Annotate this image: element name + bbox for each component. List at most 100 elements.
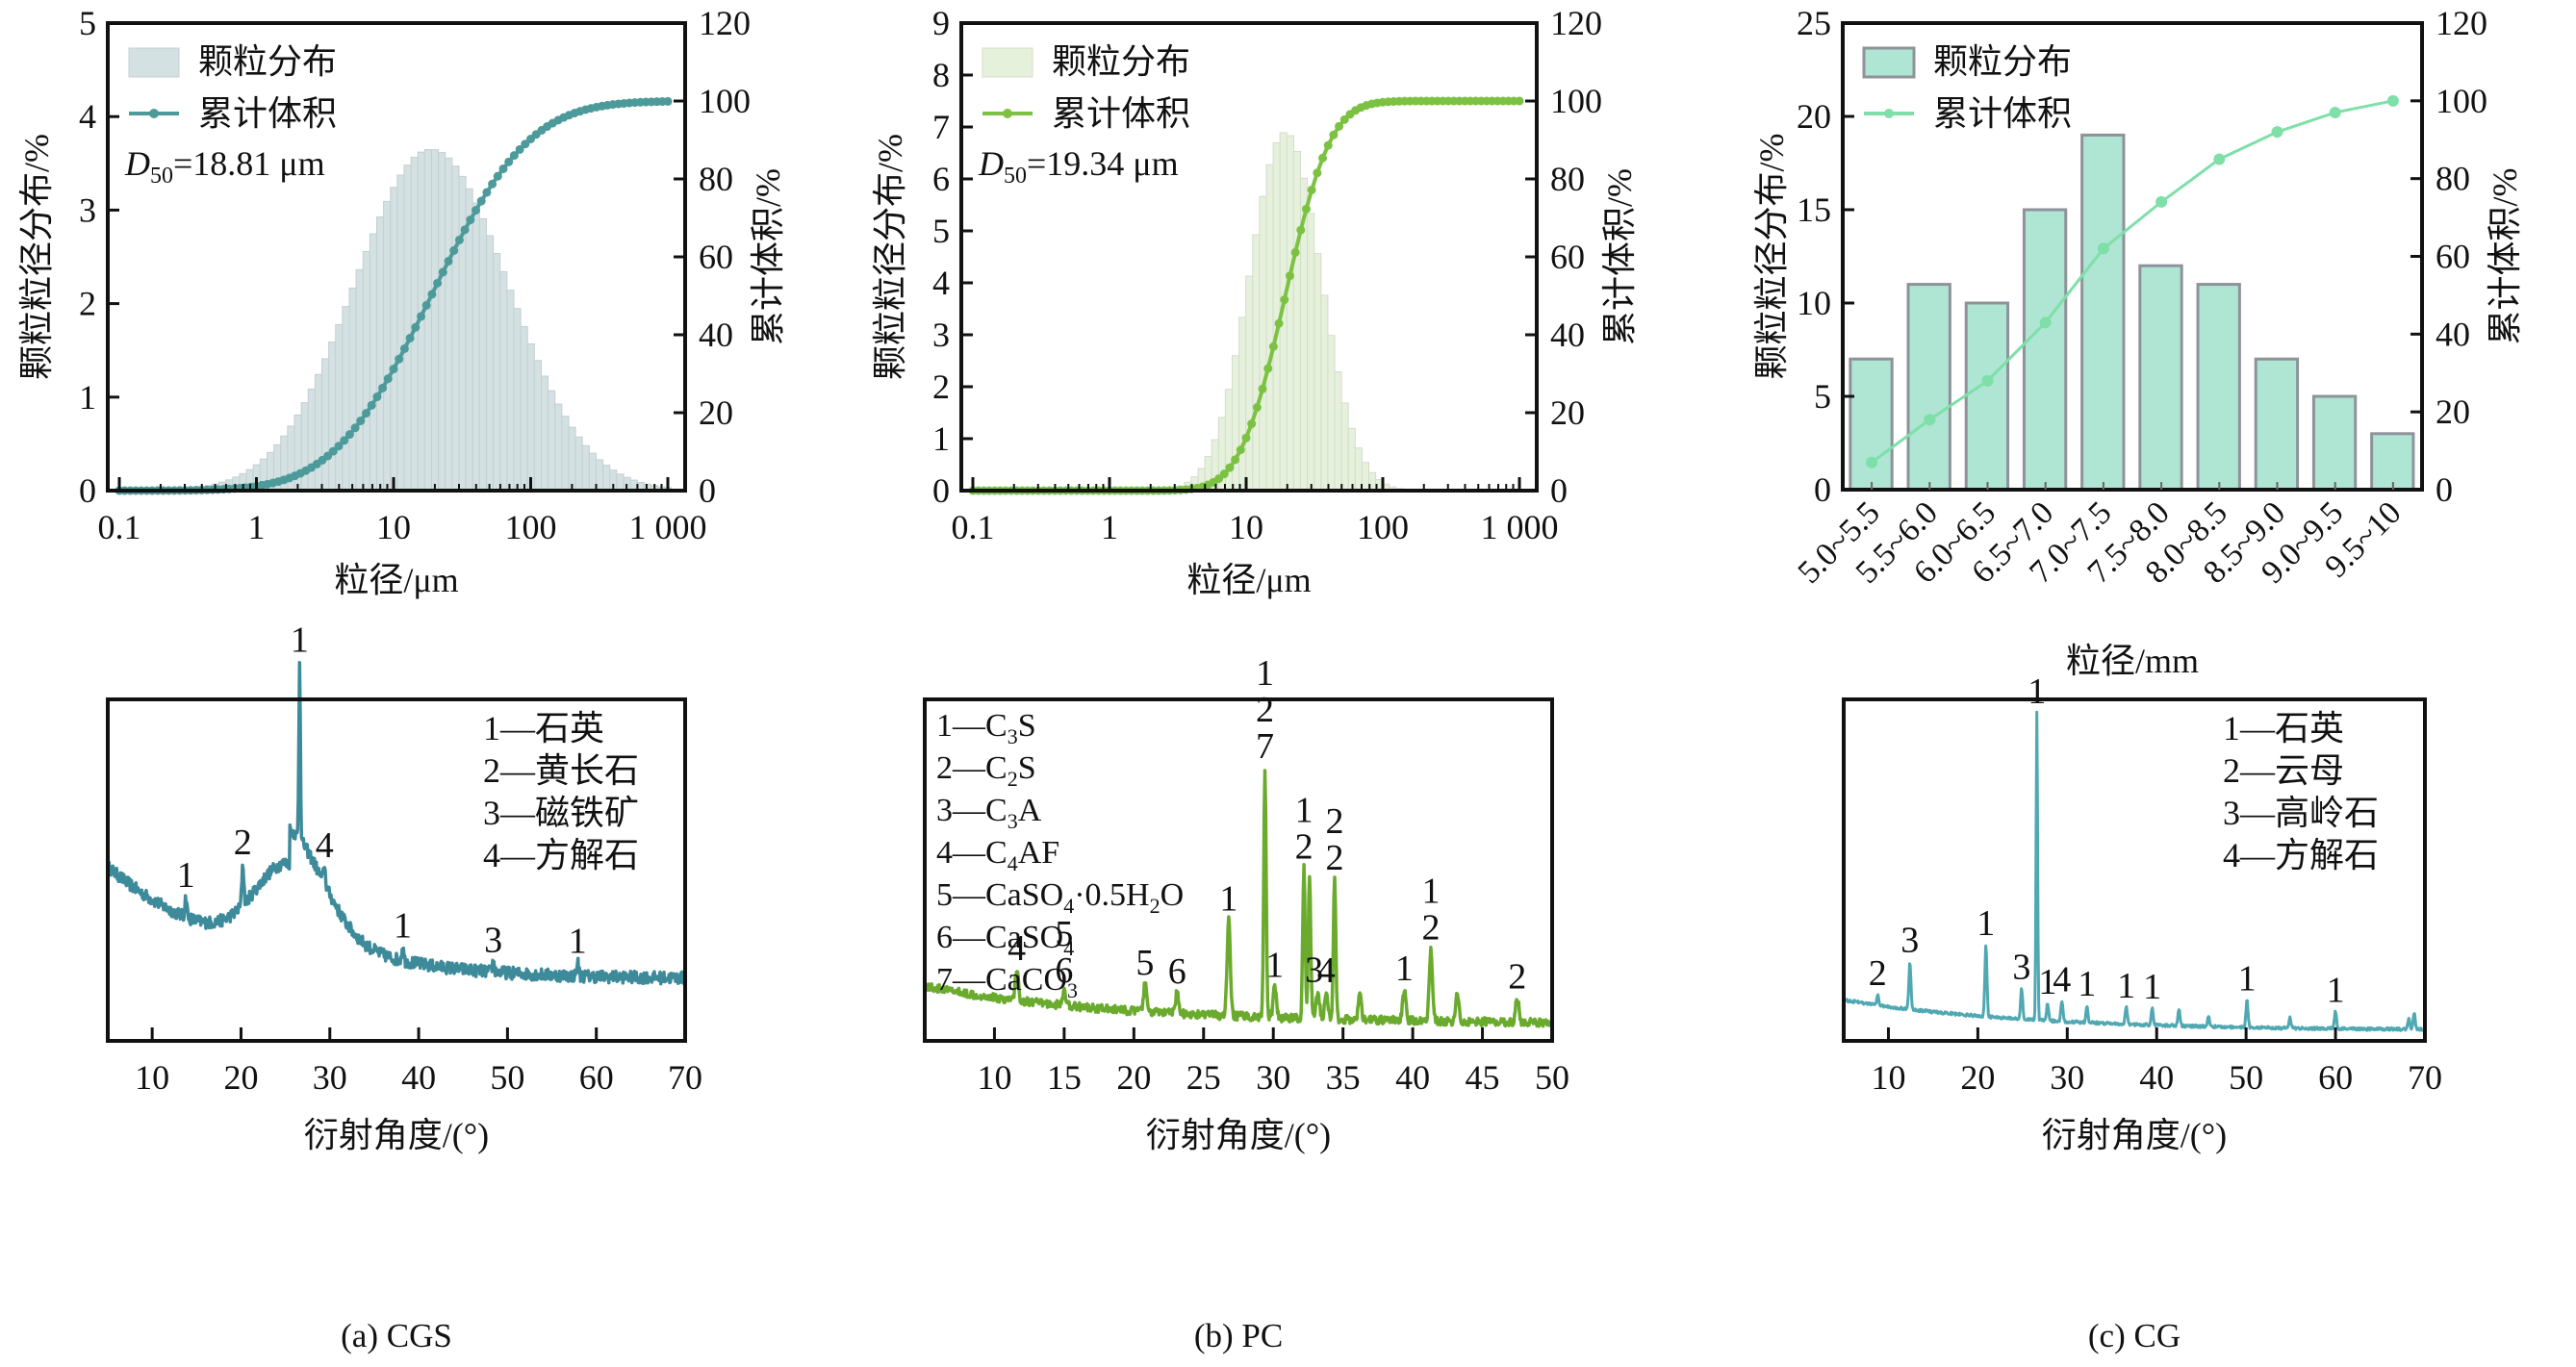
x-tick-label: 50 [2229, 1058, 2263, 1097]
distribution-bar [548, 390, 556, 492]
cumulative-point [395, 354, 404, 364]
x-tick-label: 70 [2408, 1058, 2442, 1097]
cumulative-point [389, 365, 398, 374]
cumulative-point [1285, 271, 1294, 281]
distribution-bar [1906, 283, 1951, 492]
distribution-bar [2196, 283, 2241, 492]
distribution-bar [307, 389, 316, 492]
y2-tick-label: 20 [1550, 393, 1585, 432]
y-tick-label: 15 [1797, 190, 1831, 229]
distribution-bar [568, 426, 576, 492]
cumulative-point [1225, 463, 1235, 472]
distribution-bar [2138, 264, 2183, 492]
y2-axis-title: 累计体积/% [749, 168, 787, 345]
distribution-bar [430, 149, 440, 492]
distribution-bar [1259, 195, 1267, 492]
cumulative-point [1307, 185, 1316, 194]
legend-label-cumulative: 累计体积 [1933, 94, 2072, 133]
peak-label: 2 [1256, 690, 1274, 730]
cumulative-point [454, 235, 464, 244]
y-tick-label: 10 [1797, 284, 1831, 322]
legend-entry: 7—CaCO3 [936, 962, 1078, 1002]
x-axis-title: 粒径/μm [334, 561, 458, 599]
y2-tick-label: 20 [2436, 392, 2470, 431]
distribution-bar [320, 358, 330, 492]
y-tick-label: 3 [79, 190, 96, 229]
x-tick-label: 40 [2139, 1058, 2174, 1097]
distribution-bar [1334, 371, 1342, 492]
x-axis-title: 粒径/μm [1186, 561, 1311, 599]
x-tick-label: 10 [977, 1058, 1011, 1097]
peak-label: 5 [1055, 914, 1073, 954]
distribution-bar [438, 152, 446, 492]
y-tick-label: 5 [932, 212, 950, 250]
cumulative-point [1236, 445, 1245, 455]
cumulative-point [1335, 121, 1344, 131]
x-tick-label: 10 [135, 1058, 169, 1097]
peak-label: 1 [1256, 653, 1274, 694]
cumulative-point [399, 343, 409, 353]
distribution-bar [1361, 462, 1370, 492]
legend-entry: 5—CaSO4·0.5H2O [936, 877, 1184, 918]
distribution-bar [2311, 394, 2358, 492]
x-axis-title: 衍射角度/(°) [1146, 1116, 1331, 1154]
x-tick-label: 40 [401, 1058, 436, 1097]
distribution-bar [506, 290, 515, 492]
cumulative-point [2271, 126, 2283, 139]
cumulative-point [2155, 195, 2168, 208]
cumulative-point [383, 374, 393, 384]
peak-label: 1 [2028, 671, 2046, 712]
cumulative-point [460, 225, 470, 235]
y2-tick-label: 60 [699, 238, 733, 276]
d50-annotation: D50=18.81 μm [124, 144, 325, 189]
y2-tick-label: 40 [2436, 315, 2470, 353]
y2-tick-label: 100 [699, 82, 751, 120]
x-tick-label: 1 [1101, 508, 1118, 546]
xrd-pattern-line [1843, 710, 2427, 1032]
y-tick-label: 9 [932, 4, 950, 42]
distribution-bar [1252, 234, 1261, 492]
distribution-bar [478, 217, 487, 492]
y-tick-label: 5 [79, 4, 96, 42]
cumulative-point [405, 333, 415, 342]
cumulative-point [427, 290, 437, 299]
peak-label: 6 [1168, 951, 1186, 992]
peak-label: 3 [484, 921, 502, 961]
x-tick-label: 35 [1326, 1058, 1361, 1097]
distribution-bar [396, 174, 405, 492]
peak-label: 1 [2038, 962, 2056, 1002]
x-tick-label: 30 [1256, 1058, 1290, 1097]
distribution-bar [403, 165, 412, 492]
peak-label: 1 [1395, 949, 1414, 989]
cumulative-point [498, 164, 508, 173]
cumulative-point [378, 383, 388, 392]
peak-label: 4 [1007, 928, 1026, 969]
y2-tick-label: 80 [1550, 160, 1585, 198]
x-tick-label: 15 [1047, 1058, 1082, 1097]
cumulative-point [2329, 106, 2341, 118]
distribution-bar [1327, 335, 1336, 492]
legend-entry: 1—C3S [936, 708, 1036, 748]
cumulative-point [1924, 414, 1936, 426]
cumulative-point [515, 144, 524, 154]
peak-label: 1 [1421, 872, 1440, 912]
y-tick-label: 25 [1797, 4, 1831, 42]
distribution-bar [348, 288, 357, 492]
cumulative-point [344, 430, 354, 440]
psd-chart-b: 0 1 2 3 4 5 6 7 8 9 0 20 40 60 80 100 120 颗粒粒径分布/% 累计体积/% 0… [871, 4, 1639, 599]
y2-axis-title: 累计体积/% [1600, 168, 1639, 345]
x-tick-label: 20 [1960, 1058, 1995, 1097]
distribution-bar [588, 452, 597, 492]
cumulative-point [663, 96, 673, 106]
cumulative-point [356, 416, 366, 425]
cumulative-point [1301, 204, 1311, 214]
cumulative-point [334, 442, 344, 451]
x-tick-label: 25 [1186, 1058, 1221, 1097]
x-tick-label: 20 [223, 1058, 258, 1097]
x-tick-label: 60 [2318, 1058, 2353, 1097]
y2-tick-label: 40 [699, 316, 733, 354]
